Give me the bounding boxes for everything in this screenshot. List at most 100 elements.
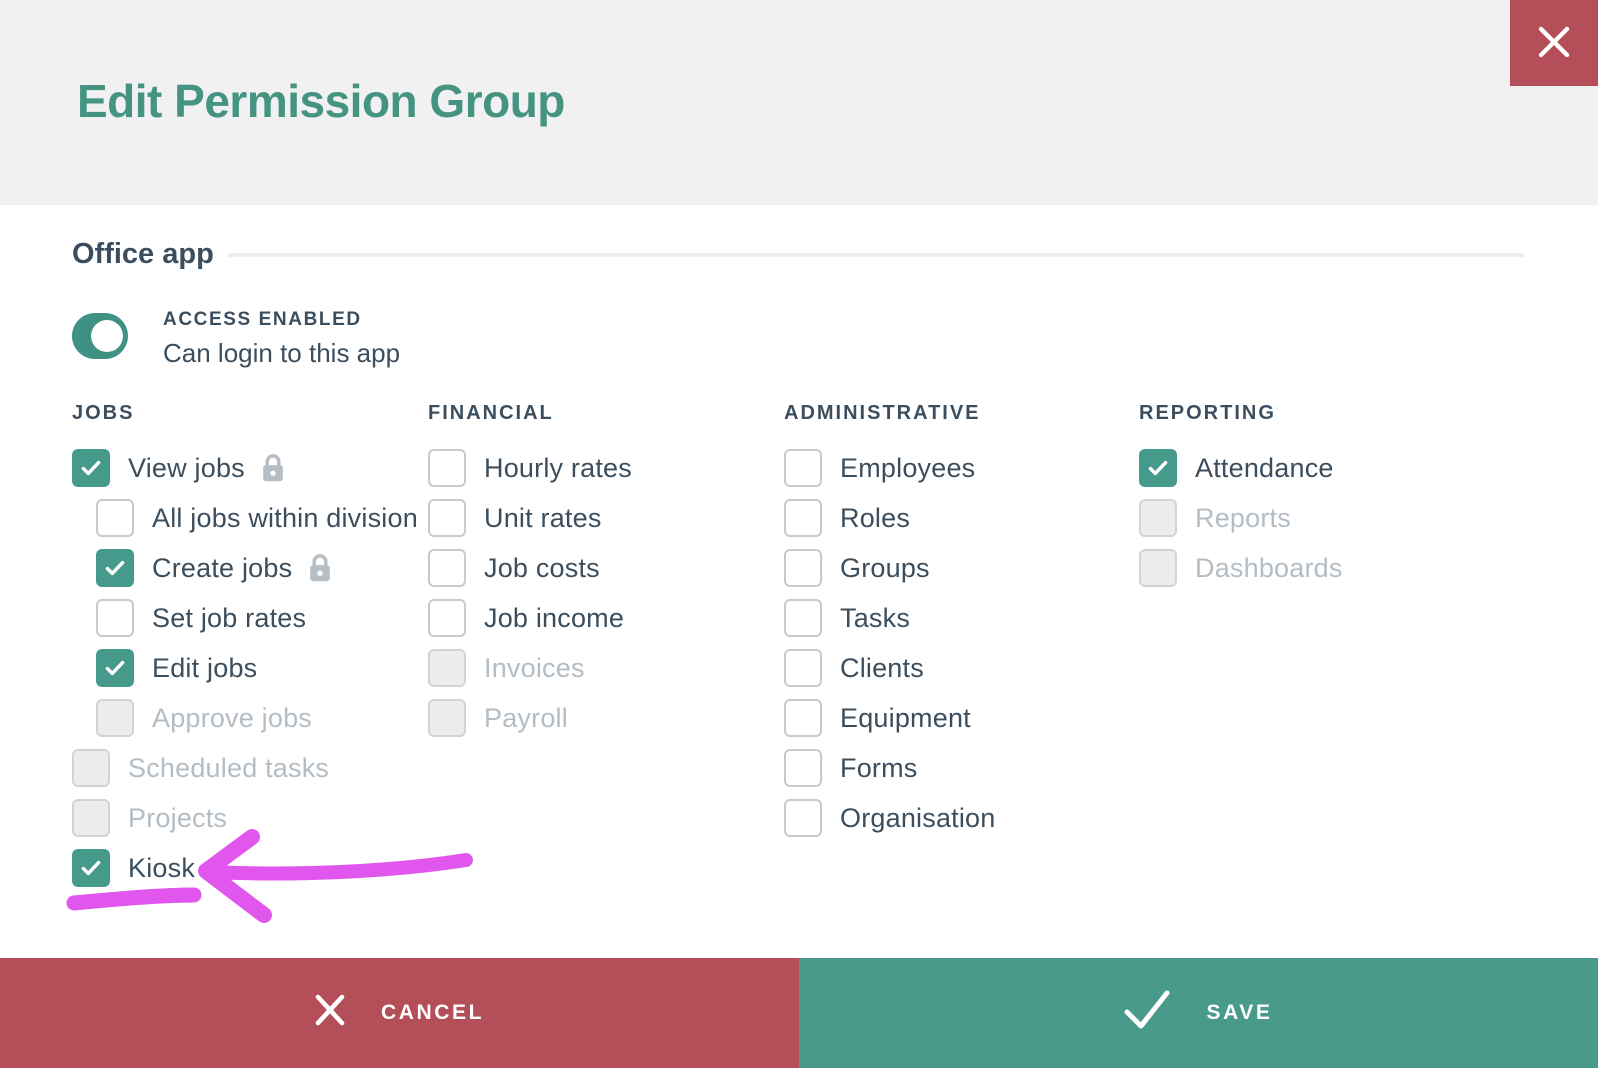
cancel-x-icon	[315, 993, 345, 1033]
save-button[interactable]: SAVE	[799, 958, 1598, 1068]
permission-row-dashboards: Dashboards	[1139, 543, 1495, 593]
column-jobs: JOBS View jobs All jobs within division Cre…	[72, 402, 460, 893]
column-administrative: ADMINISTRATIVE Employees Roles Groups Tasks C…	[784, 402, 1140, 843]
permission-row-equipment: Equipment	[784, 693, 1140, 743]
permission-row-unit-rates: Unit rates	[428, 493, 784, 543]
permission-row-employees: Employees	[784, 443, 1140, 493]
checkbox-employees[interactable]	[784, 449, 822, 487]
permission-row-tasks: Tasks	[784, 593, 1140, 643]
section-title: Office app	[72, 238, 214, 270]
access-enabled-label: ACCESS ENABLED	[163, 309, 362, 330]
permission-label: Invoices	[484, 652, 585, 683]
checkbox-create-jobs[interactable]	[96, 549, 134, 587]
checkbox-dashboards	[1139, 549, 1177, 587]
permission-label: Edit jobs	[152, 652, 258, 683]
permission-row-job-income: Job income	[428, 593, 784, 643]
save-check-icon	[1124, 990, 1170, 1036]
permission-label: View jobs	[128, 452, 245, 483]
checkbox-edit-jobs[interactable]	[96, 649, 134, 687]
checkbox-job-income[interactable]	[428, 599, 466, 637]
checkbox-set-job-rates[interactable]	[96, 599, 134, 637]
permission-label: Projects	[128, 802, 228, 833]
permission-label: Approve jobs	[152, 702, 312, 733]
permission-row-all-jobs-within-division: All jobs within division	[72, 493, 460, 543]
checkbox-invoices	[428, 649, 466, 687]
checkbox-reports	[1139, 499, 1177, 537]
checkbox-hourly-rates[interactable]	[428, 449, 466, 487]
permission-label: Payroll	[484, 702, 568, 733]
checkbox-clients[interactable]	[784, 649, 822, 687]
permission-row-projects: Projects	[72, 793, 428, 843]
permission-label: Equipment	[840, 702, 971, 733]
permission-row-set-job-rates: Set job rates	[72, 593, 428, 643]
lock-icon	[260, 453, 286, 483]
permission-label: Forms	[840, 752, 918, 783]
column-header: REPORTING	[1139, 402, 1276, 424]
checkbox-approve-jobs	[96, 699, 134, 737]
checkbox-all-jobs-within-division[interactable]	[96, 499, 134, 537]
cancel-button[interactable]: CANCEL	[0, 958, 799, 1068]
save-label: SAVE	[1206, 1001, 1273, 1024]
permission-row-approve-jobs: Approve jobs	[72, 693, 428, 743]
permission-row-invoices: Invoices	[428, 643, 784, 693]
permission-row-kiosk: Kiosk	[72, 843, 428, 893]
column-header: JOBS	[72, 402, 135, 424]
permission-label: Create jobs	[152, 552, 293, 583]
permission-label: Groups	[840, 552, 930, 583]
permission-row-edit-jobs: Edit jobs	[72, 643, 428, 693]
permission-row-roles: Roles	[784, 493, 1140, 543]
checkbox-job-costs[interactable]	[428, 549, 466, 587]
checkbox-projects	[72, 799, 110, 837]
access-enabled-toggle[interactable]	[72, 313, 128, 359]
permission-label: Kiosk	[128, 852, 196, 883]
checkbox-kiosk[interactable]	[72, 849, 110, 887]
section-divider	[227, 252, 1524, 257]
close-icon	[1536, 24, 1572, 63]
checkbox-view-jobs[interactable]	[72, 449, 110, 487]
permission-label: Roles	[840, 502, 911, 533]
cancel-label: CANCEL	[380, 1001, 485, 1024]
column-financial: FINANCIAL Hourly rates Unit rates Job costs…	[428, 402, 784, 743]
checkbox-equipment[interactable]	[784, 699, 822, 737]
permission-label: Tasks	[840, 602, 911, 633]
permission-label: All jobs within division	[152, 502, 418, 533]
checkbox-tasks[interactable]	[784, 599, 822, 637]
permission-label: Attendance	[1195, 452, 1334, 483]
permission-row-scheduled-tasks: Scheduled tasks	[72, 743, 428, 793]
permission-row-hourly-rates: Hourly rates	[428, 443, 784, 493]
permission-row-attendance: Attendance	[1139, 443, 1495, 493]
checkbox-forms[interactable]	[784, 749, 822, 787]
checkbox-groups[interactable]	[784, 549, 822, 587]
permission-label: Scheduled tasks	[128, 752, 330, 783]
permission-row-clients: Clients	[784, 643, 1140, 693]
access-enabled-description: Can login to this app	[163, 338, 401, 368]
checkbox-organisation[interactable]	[784, 799, 822, 837]
permission-row-reports: Reports	[1139, 493, 1495, 543]
permission-label: Reports	[1195, 502, 1291, 533]
permission-label: Job costs	[484, 552, 600, 583]
modal-header: Edit Permission Group	[0, 0, 1598, 205]
page-title: Edit Permission Group	[77, 75, 565, 127]
checkbox-attendance[interactable]	[1139, 449, 1177, 487]
permission-label: Organisation	[840, 802, 996, 833]
toggle-knob	[91, 320, 123, 352]
section-heading-row: Office app	[72, 238, 1526, 271]
column-header: FINANCIAL	[428, 402, 554, 424]
permission-row-payroll: Payroll	[428, 693, 784, 743]
close-button[interactable]	[1510, 0, 1598, 86]
permission-label: Hourly rates	[484, 452, 632, 483]
permission-label: Dashboards	[1195, 552, 1343, 583]
checkbox-unit-rates[interactable]	[428, 499, 466, 537]
lock-icon	[307, 553, 333, 583]
checkbox-scheduled-tasks	[72, 749, 110, 787]
permission-label: Job income	[484, 602, 625, 633]
checkbox-payroll	[428, 699, 466, 737]
permission-label: Set job rates	[152, 602, 307, 633]
permission-label: Clients	[840, 652, 924, 683]
toggle-text-block: ACCESS ENABLED Can login to this app	[163, 308, 400, 368]
checkbox-roles[interactable]	[784, 499, 822, 537]
permission-row-job-costs: Job costs	[428, 543, 784, 593]
permission-label: Employees	[840, 452, 976, 483]
permission-row-create-jobs: Create jobs	[72, 543, 428, 593]
permissions-grid: JOBS View jobs All jobs within division Cre…	[0, 402, 1598, 942]
